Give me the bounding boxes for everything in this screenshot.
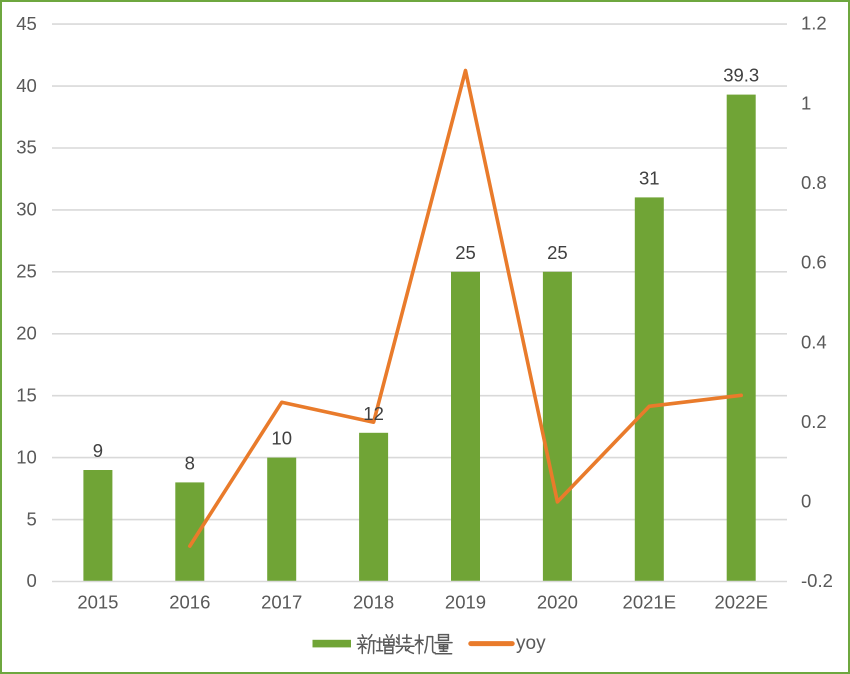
svg-text:15: 15 xyxy=(16,384,37,405)
svg-text:2022E: 2022E xyxy=(714,592,768,613)
svg-text:0: 0 xyxy=(801,491,811,512)
svg-text:35: 35 xyxy=(16,137,37,158)
svg-text:2020: 2020 xyxy=(537,592,578,613)
svg-text:2017: 2017 xyxy=(261,592,302,613)
svg-text:40: 40 xyxy=(16,75,37,96)
svg-text:0.6: 0.6 xyxy=(801,252,827,273)
svg-text:2019: 2019 xyxy=(445,592,486,613)
svg-text:0.8: 0.8 xyxy=(801,172,827,193)
svg-text:1: 1 xyxy=(801,92,811,113)
svg-text:25: 25 xyxy=(16,261,37,282)
svg-text:20: 20 xyxy=(16,323,37,344)
svg-text:9: 9 xyxy=(93,440,103,461)
svg-text:-0.2: -0.2 xyxy=(801,570,833,591)
svg-text:30: 30 xyxy=(16,199,37,220)
svg-text:25: 25 xyxy=(547,242,568,263)
svg-text:39.3: 39.3 xyxy=(723,65,759,86)
svg-text:10: 10 xyxy=(16,446,37,467)
svg-text:2015: 2015 xyxy=(77,592,118,613)
svg-text:10: 10 xyxy=(271,428,292,449)
svg-text:31: 31 xyxy=(639,168,660,189)
svg-text:8: 8 xyxy=(185,453,195,474)
svg-text:2018: 2018 xyxy=(353,592,394,613)
svg-text:yoy: yoy xyxy=(516,633,546,654)
svg-text:12: 12 xyxy=(363,403,384,424)
svg-text:2016: 2016 xyxy=(169,592,210,613)
svg-text:0.2: 0.2 xyxy=(801,411,827,432)
svg-text:1.2: 1.2 xyxy=(801,13,827,34)
svg-text:0.4: 0.4 xyxy=(801,331,827,352)
svg-text:25: 25 xyxy=(455,242,476,263)
svg-text:0: 0 xyxy=(27,570,37,591)
svg-text:2021E: 2021E xyxy=(623,592,677,613)
svg-text:45: 45 xyxy=(16,13,37,34)
svg-text:5: 5 xyxy=(27,508,37,529)
